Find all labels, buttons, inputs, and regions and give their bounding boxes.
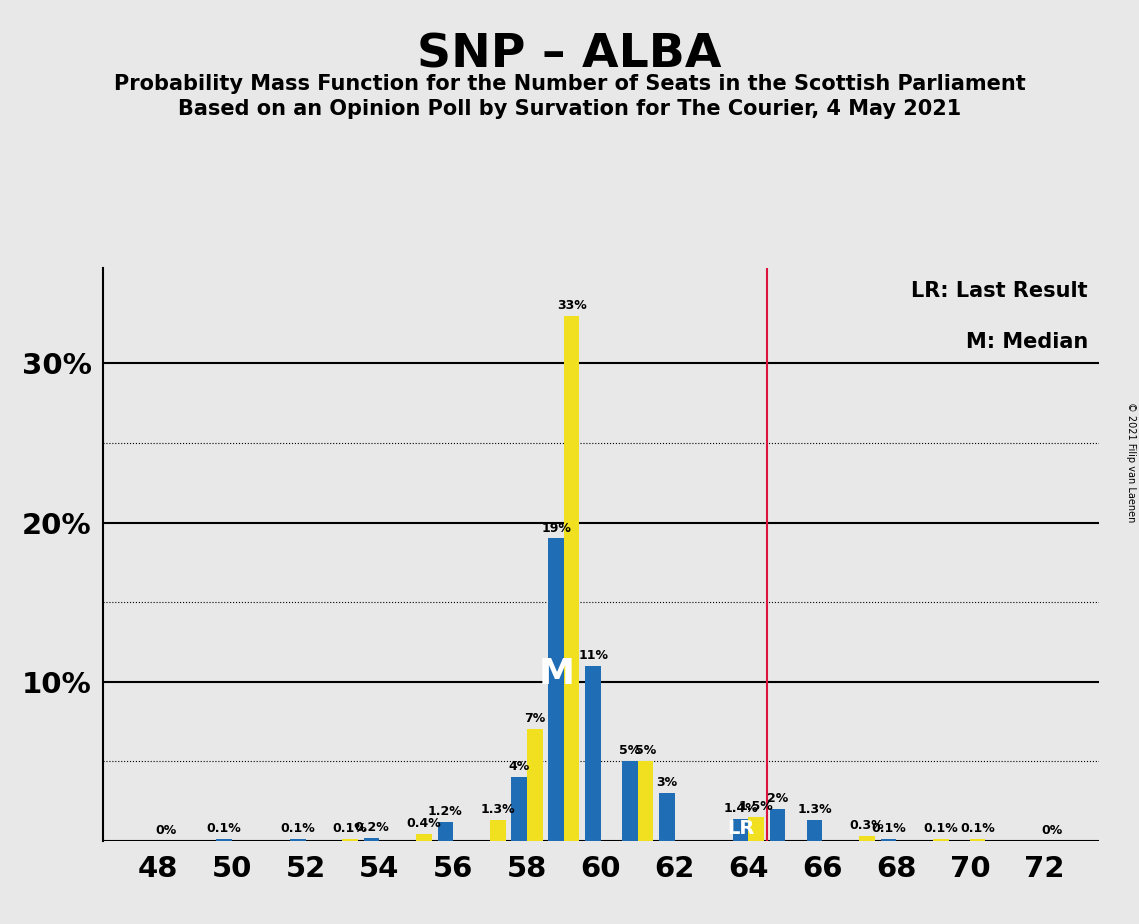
Bar (363, 838, 379, 841)
Text: 33%: 33% (557, 298, 587, 311)
Bar (970, 839, 985, 841)
Bar (416, 834, 432, 841)
Bar (216, 839, 231, 841)
Text: 0.1%: 0.1% (333, 822, 368, 835)
Text: M: Median: M: Median (966, 332, 1088, 352)
Bar (511, 777, 527, 841)
Text: 0.2%: 0.2% (354, 821, 390, 833)
Text: 0.1%: 0.1% (206, 822, 241, 835)
Text: 2%: 2% (767, 792, 788, 805)
Text: 0%: 0% (155, 824, 177, 837)
Bar (734, 819, 748, 841)
Text: SNP – ALBA: SNP – ALBA (417, 32, 722, 78)
Bar (343, 839, 358, 841)
Text: 5%: 5% (620, 745, 640, 758)
Text: 0.3%: 0.3% (850, 819, 884, 833)
Bar (933, 839, 949, 841)
Text: 0%: 0% (1041, 824, 1063, 837)
Bar (585, 666, 601, 841)
Text: 0.1%: 0.1% (280, 822, 316, 835)
Text: 0.1%: 0.1% (924, 822, 958, 835)
Text: M: M (538, 657, 574, 691)
Bar (770, 809, 786, 841)
Text: 7%: 7% (524, 712, 546, 725)
Bar (527, 729, 542, 841)
Text: 0.1%: 0.1% (871, 822, 906, 835)
Bar (659, 793, 674, 841)
Text: © 2021 Filip van Laenen: © 2021 Filip van Laenen (1126, 402, 1136, 522)
Bar (806, 821, 822, 841)
Text: 1.2%: 1.2% (428, 805, 462, 818)
Text: Probability Mass Function for the Number of Seats in the Scottish Parliament: Probability Mass Function for the Number… (114, 74, 1025, 94)
Text: 11%: 11% (579, 649, 608, 662)
Text: 0.1%: 0.1% (960, 822, 995, 835)
Text: 1.5%: 1.5% (739, 800, 773, 813)
Bar (548, 539, 564, 841)
Bar (859, 836, 875, 841)
Bar (622, 761, 638, 841)
Text: LR: LR (727, 819, 754, 838)
Bar (564, 316, 580, 841)
Text: LR: Last Result: LR: Last Result (911, 281, 1088, 300)
Text: 0.4%: 0.4% (407, 818, 442, 831)
Text: 1.3%: 1.3% (481, 803, 515, 816)
Bar (437, 821, 453, 841)
Text: 5%: 5% (634, 745, 656, 758)
Bar (490, 821, 506, 841)
Text: 1.4%: 1.4% (723, 802, 759, 815)
Text: Based on an Opinion Poll by Survation for The Courier, 4 May 2021: Based on an Opinion Poll by Survation fo… (178, 99, 961, 119)
Text: 3%: 3% (656, 776, 678, 789)
Text: 19%: 19% (541, 521, 571, 534)
Bar (748, 817, 764, 841)
Text: 4%: 4% (509, 760, 530, 773)
Bar (880, 839, 896, 841)
Text: 1.3%: 1.3% (797, 803, 831, 816)
Bar (290, 839, 305, 841)
Bar (638, 761, 654, 841)
